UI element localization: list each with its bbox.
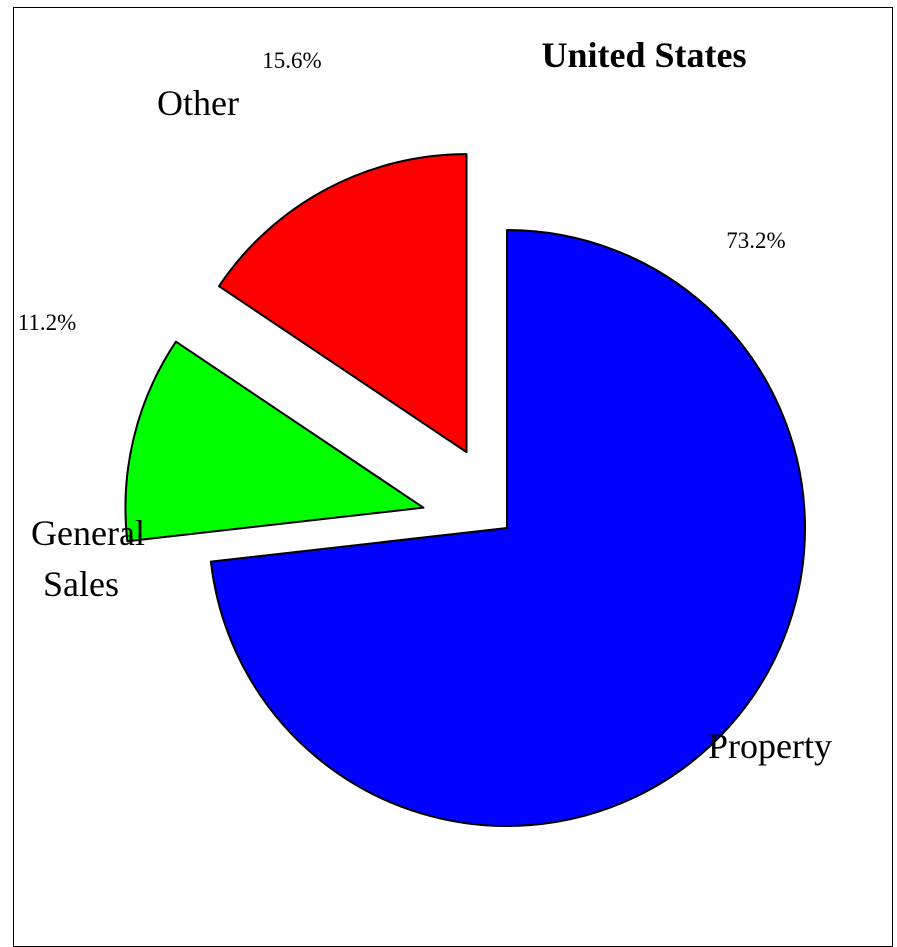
pie-slice-property	[209, 229, 806, 827]
pie-slice-other	[218, 153, 468, 454]
pie-labels: Property 73.2% General Sales 11.2% Other 15.6%	[18, 48, 832, 766]
slice-label: General	[31, 513, 145, 553]
slice-value-label: 15.6%	[262, 48, 321, 73]
chart-title: United States	[542, 35, 747, 75]
slice-label: Other	[157, 83, 239, 123]
slice-label: Property	[708, 726, 832, 766]
slice-value-label: 11.2%	[18, 310, 77, 335]
slice-label: Sales	[43, 564, 119, 604]
pie-slice-general-sales	[124, 340, 425, 543]
slice-value-label: 73.2%	[726, 228, 785, 253]
pie-slices	[124, 153, 806, 827]
